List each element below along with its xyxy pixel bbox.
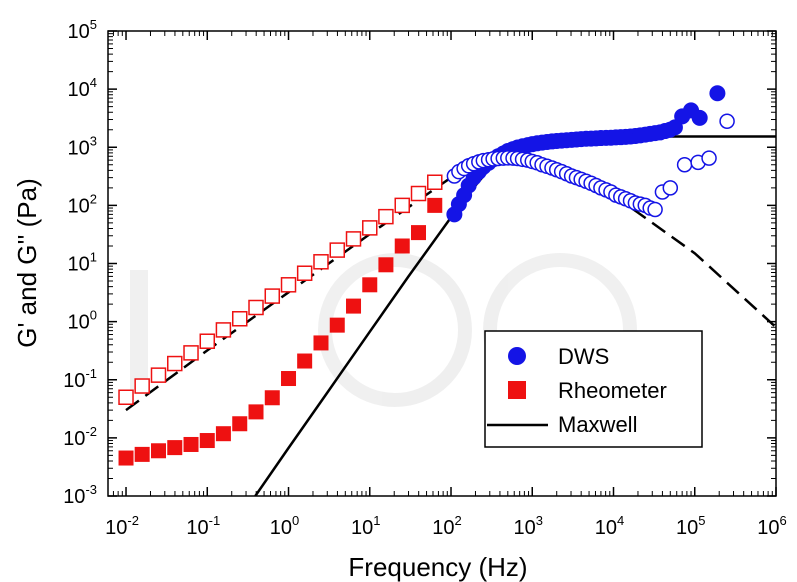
dws-gpp-point <box>676 156 693 173</box>
rheometer-gp-point <box>394 238 410 254</box>
x-tick-label: 104 <box>595 513 624 539</box>
rheometer-gpp-point <box>280 277 297 293</box>
x-tick-label: 102 <box>432 513 461 539</box>
rheometer-gp-point <box>167 440 183 456</box>
y-axis-title: G' and G'' (Pa) <box>12 178 42 348</box>
x-tick-label: 10-1 <box>186 513 220 539</box>
y-tick-label: 10-1 <box>63 366 97 392</box>
rheometer-gpp-point <box>231 311 248 327</box>
rheometer-gp-point <box>118 450 134 466</box>
y-tick-label: 10-3 <box>63 482 97 508</box>
rheometer-gpp-point <box>313 254 329 270</box>
dws-gpp-point <box>701 150 717 166</box>
rheometer-gpp-point <box>215 322 232 338</box>
rheometer-gp-point <box>378 257 394 273</box>
x-tick-label: 101 <box>351 513 380 539</box>
rheometer-gp-point <box>264 390 280 406</box>
rheometer-gp-point <box>313 335 329 351</box>
x-tick-label: 100 <box>270 513 299 539</box>
x-axis-ticks: 10-2 10-1 100 101 102 103 104 105 106 <box>105 31 787 539</box>
x-tick-label: 10-2 <box>105 513 139 539</box>
rheometer-gp-point <box>427 197 443 213</box>
dws-gpp-point <box>647 201 663 218</box>
rheometer-gpp-point <box>134 378 150 394</box>
y-tick-label: 102 <box>68 191 97 217</box>
legend-rheometer-label: Rheometer <box>558 378 667 403</box>
rheometer-gpp-point <box>362 220 378 236</box>
y-tick-label: 104 <box>68 75 97 101</box>
dws-gp-point <box>709 85 726 102</box>
x-tick-label: 103 <box>514 513 543 539</box>
rheometer-gp-point <box>199 433 215 449</box>
rheometer-gpp-point <box>329 242 346 258</box>
rheometer-gpp-point <box>264 288 281 304</box>
rheometer-gpp-point <box>248 299 264 316</box>
legend-dws-marker <box>508 347 526 365</box>
y-tick-label: 100 <box>68 308 97 334</box>
rheometer-gpp-point <box>378 208 394 225</box>
rheometer-gp-point <box>411 225 427 241</box>
rheometer-gp-point <box>329 317 345 333</box>
rheometer-gp-point <box>297 353 313 369</box>
rheometer-gpp-point <box>394 197 410 214</box>
legend: DWS Rheometer Maxwell <box>484 330 703 448</box>
series-layer <box>118 85 776 496</box>
rheometer-gpp-point <box>150 367 167 383</box>
plot-frame <box>107 30 777 497</box>
rheometer-gp-point <box>281 371 297 387</box>
y-tick-label: 10-2 <box>63 424 97 450</box>
rheometer-gpp-point <box>167 355 183 372</box>
legend-rheometer-marker <box>508 381 526 399</box>
rheometer-gpp-point <box>199 333 216 349</box>
rheometer-gp-point <box>362 277 378 293</box>
rheometer-gpp-point <box>427 174 443 190</box>
rheometer-gp-point <box>183 436 199 452</box>
y-tick-label: 101 <box>68 250 97 276</box>
rheometer-gp-point <box>232 416 248 432</box>
rheometer-gp-point <box>346 298 362 314</box>
legend-dws-label: DWS <box>558 344 609 369</box>
rheometer-gp-point <box>134 446 150 462</box>
rheometer-gp-point <box>150 443 166 459</box>
dws-gpp-point <box>719 113 735 130</box>
rheometer-gpp-point <box>410 185 427 202</box>
rheometer-gpp-point <box>118 389 134 405</box>
rheometer-gpp-point <box>345 231 362 247</box>
x-tick-label: 105 <box>676 513 705 539</box>
x-tick-label: 106 <box>757 513 786 539</box>
y-tick-label: 105 <box>68 17 97 43</box>
dws-gp-point <box>691 109 708 126</box>
rheometer-gp-point <box>248 404 264 420</box>
dws-gpp-point <box>662 180 679 196</box>
y-tick-label: 103 <box>68 133 97 159</box>
legend-maxwell-label: Maxwell <box>558 412 637 437</box>
rheometer-gp-point <box>215 426 231 442</box>
x-axis-title: Frequency (Hz) <box>348 552 527 582</box>
rheometer-gpp-point <box>296 265 313 281</box>
rheometer-gpp-point <box>183 345 199 361</box>
